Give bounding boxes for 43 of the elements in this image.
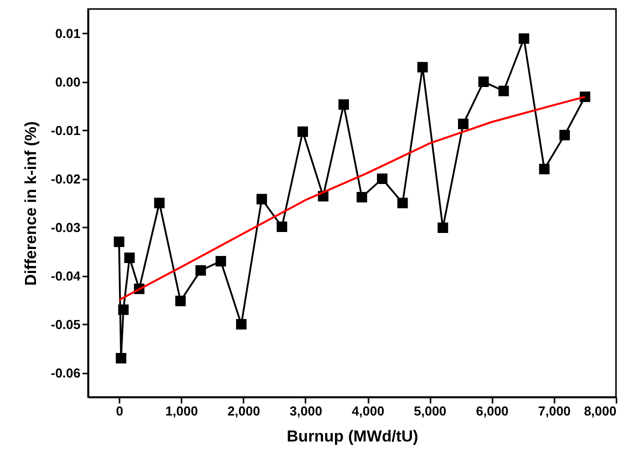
y-axis-title: Difference in k-inf (%) (22, 121, 40, 286)
point (417, 62, 428, 72)
point (154, 198, 165, 208)
point (338, 99, 349, 110)
point (118, 304, 129, 315)
x-tick-label: 7,000 (538, 404, 571, 418)
x-tick-label: 3,000 (290, 404, 322, 418)
x-tick-label: 0 (116, 404, 124, 418)
point (356, 192, 368, 202)
x-tick-label: 1,000 (165, 404, 198, 418)
x-tick-label: 6,000 (476, 404, 509, 418)
point (216, 256, 226, 266)
point (438, 222, 448, 233)
y-tick-label: -0.05 (50, 316, 80, 332)
y-tick-label: -0.02 (50, 171, 80, 186)
point (518, 33, 530, 44)
point (498, 86, 509, 96)
point (114, 236, 124, 248)
point (539, 164, 550, 174)
x-axis-title: Burnup (MWd/tU) (286, 428, 418, 446)
point (276, 222, 288, 232)
y-tick-label: -0.06 (50, 365, 80, 380)
point (458, 118, 468, 130)
point (397, 198, 408, 208)
point (124, 252, 135, 264)
point (195, 265, 206, 276)
point (559, 130, 570, 140)
x-tick-label: 4,000 (352, 404, 384, 418)
y-tick-label: 0.00 (55, 74, 80, 90)
point (175, 296, 186, 306)
point (297, 126, 308, 137)
y-tick-label: 0.01 (55, 26, 80, 41)
point (236, 319, 247, 330)
y-tick-label: -0.01 (50, 122, 80, 138)
point (256, 194, 267, 204)
point (376, 174, 388, 184)
x-tick-label: 8,000 (584, 404, 616, 418)
point (478, 76, 489, 87)
point (116, 352, 126, 364)
y-tick-label: -0.04 (50, 268, 82, 284)
x-tick-label: 2,000 (228, 404, 260, 418)
x-tick-label: 5,000 (414, 404, 446, 418)
y-tick-label: -0.03 (50, 220, 80, 235)
